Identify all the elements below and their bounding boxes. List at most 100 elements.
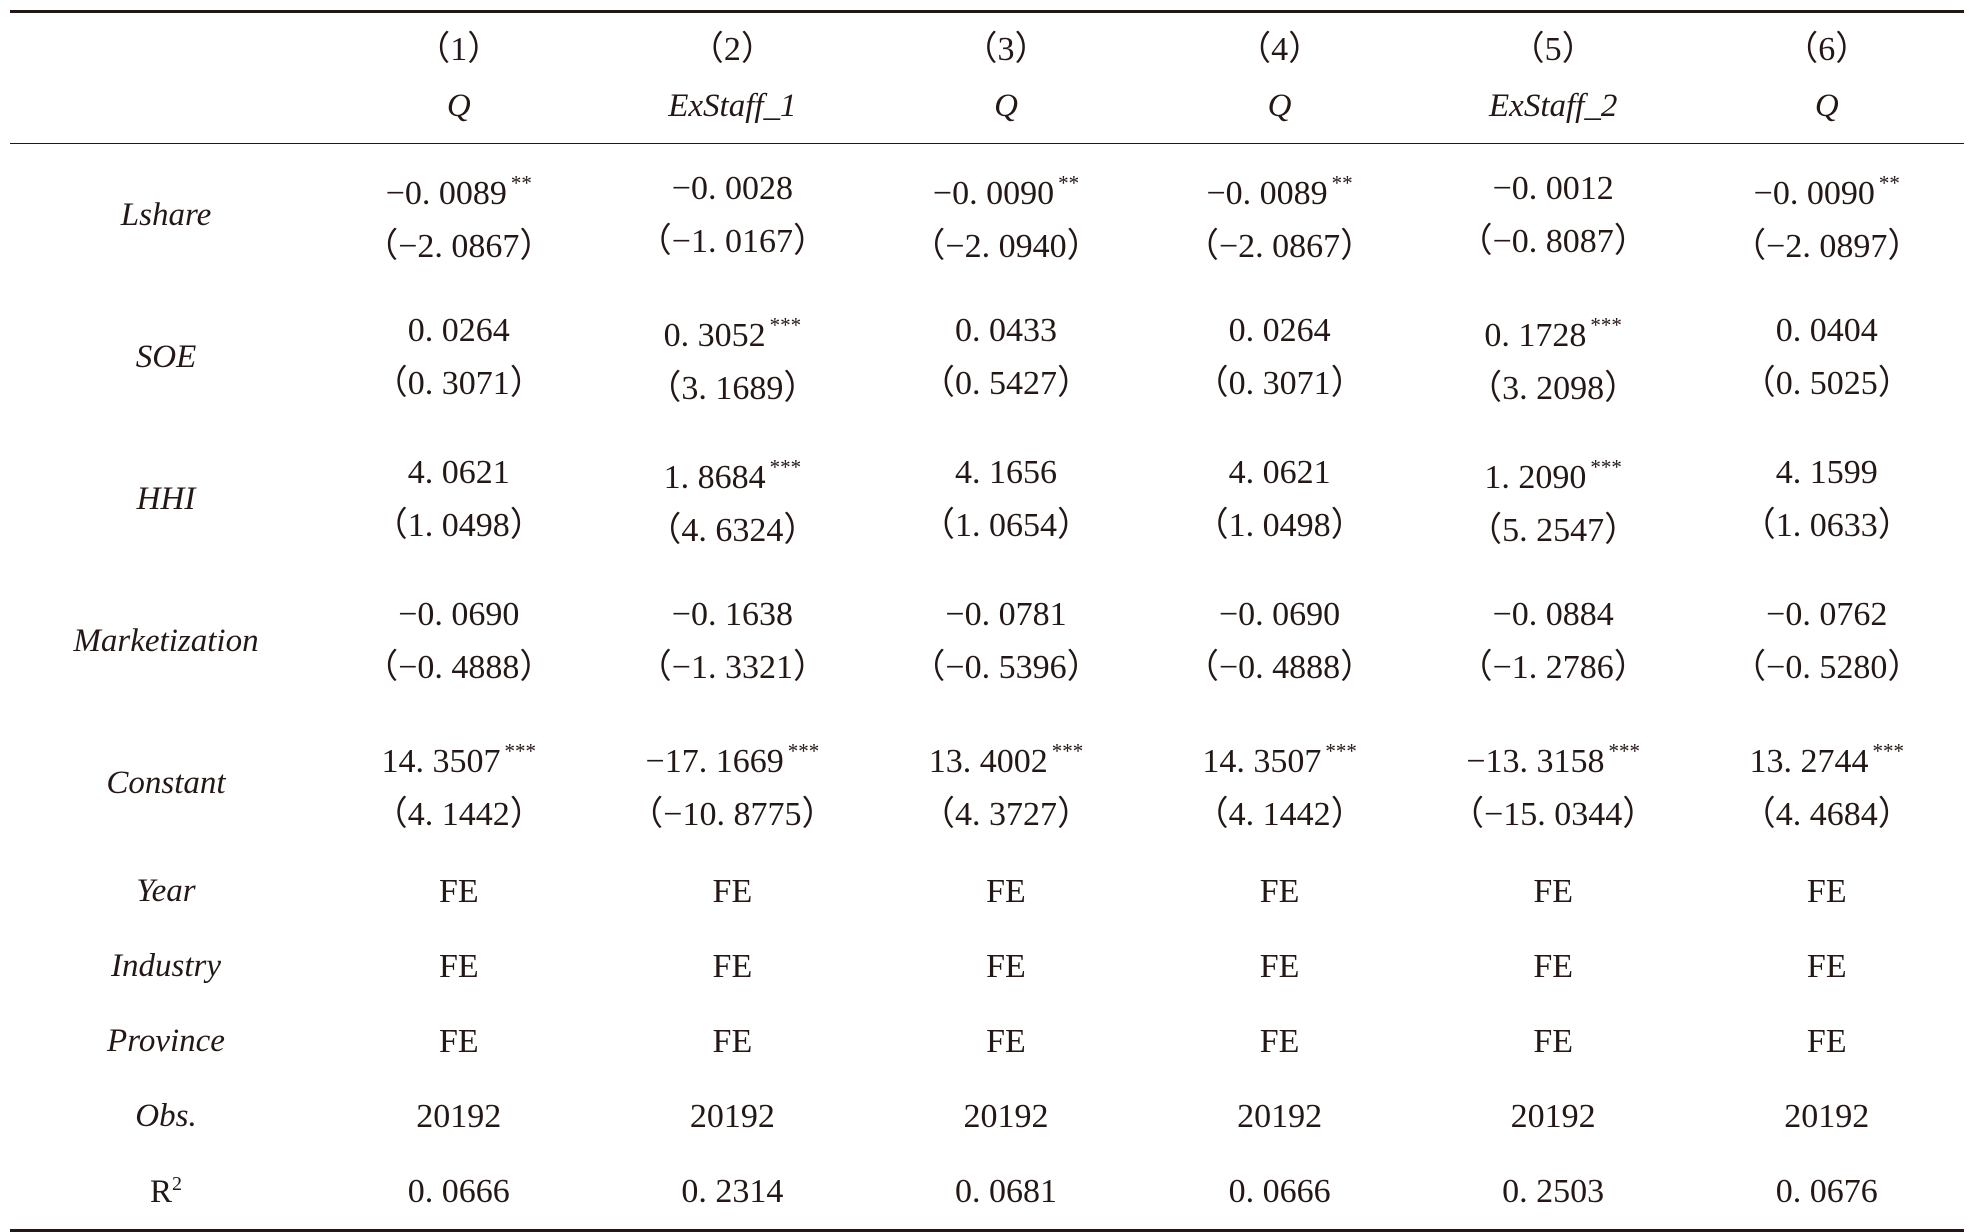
t-statistic: （0. 3071） — [373, 365, 544, 402]
column-number: （5） — [1510, 31, 1596, 68]
control-row: Obs. 20192 20192 20192 20192 20192 20192 — [10, 1079, 1964, 1154]
coefficient-value: −0. 0090 — [932, 175, 1055, 212]
row-label: Obs. — [135, 1098, 197, 1134]
coefficient-line: −0. 0884 — [1416, 588, 1690, 641]
coefficient-value: −0. 0690 — [1218, 596, 1341, 633]
coefficient-cell: 0. 0264 （0. 3071） — [322, 304, 596, 410]
control-row: Industry FE FE FE FE FE FE — [10, 929, 1964, 1004]
column-header: （5） ExStaff_2 — [1416, 22, 1690, 134]
significance-stars: *** — [1590, 455, 1622, 479]
coefficient-cell: −17. 1669 *** （−10. 8775） — [596, 725, 870, 841]
t-statistic: （5. 2547） — [1468, 512, 1639, 549]
coefficient-cell: −0. 0012 （−0. 8087） — [1416, 162, 1690, 268]
coefficient-value: 1. 8684 — [663, 459, 766, 496]
coefficient-cell: 0. 0404 （0. 5025） — [1690, 304, 1964, 410]
t-statistic: （3. 2098） — [1468, 370, 1639, 407]
regression-table: （1） Q （2） ExStaff_1 （3） Q （4） Q （5） ExSt… — [10, 10, 1964, 1232]
t-statistic: （−0. 8087） — [1458, 223, 1648, 260]
t-statistic: （−0. 4888） — [1184, 649, 1375, 686]
coefficient-value: 4. 1656 — [954, 454, 1057, 491]
coefficient-line: −0. 0089 ** — [322, 157, 596, 220]
row-label: Industry — [111, 948, 221, 984]
coefficient-value: 4. 1599 — [1775, 454, 1878, 491]
control-value: FE — [1806, 1023, 1847, 1060]
column-number: （4） — [1237, 31, 1323, 68]
column-number: （1） — [416, 31, 502, 68]
coefficient-value: −0. 0690 — [398, 596, 520, 633]
coefficient-cell: −0. 0884 （−1. 2786） — [1416, 588, 1690, 694]
coefficient-cell: −0. 0762 （−0. 5280） — [1690, 588, 1964, 694]
control-value: FE — [986, 873, 1026, 910]
coefficient-row: Marketization −0. 0690 （−0. 4888） −0. 1638 （… — [10, 570, 1964, 712]
control-value: FE — [986, 948, 1026, 985]
column-header: （6） Q — [1690, 22, 1964, 134]
control-value: FE — [438, 873, 479, 910]
coefficient-line: −0. 0089 ** — [1143, 157, 1417, 220]
coefficient-cell: 4. 0621 （1. 0498） — [322, 446, 596, 552]
coefficient-line: 0. 0264 — [322, 304, 596, 357]
significance-stars: *** — [1872, 739, 1905, 763]
row-label: HHI — [136, 480, 196, 517]
t-statistic: （4. 1442） — [1194, 796, 1365, 833]
significance-stars: ** — [1058, 171, 1080, 195]
significance-stars: *** — [1051, 739, 1084, 763]
column-header: （2） ExStaff_1 — [596, 22, 870, 134]
coefficient-cell: 14. 3507 *** （4. 1442） — [322, 725, 596, 841]
t-statistic: （4. 4684） — [1741, 796, 1912, 833]
coefficient-cell: 13. 4002 *** （4. 3727） — [869, 725, 1143, 841]
control-value: FE — [1259, 948, 1300, 985]
t-statistic: （0. 5025） — [1741, 365, 1912, 402]
coefficient-value: 0. 1728 — [1484, 317, 1587, 354]
r2-value: 0. 0681 — [954, 1173, 1057, 1210]
control-value: FE — [712, 873, 753, 910]
coefficient-cell: −0. 0090 ** （−2. 0897） — [1690, 157, 1964, 273]
column-header: （3） Q — [869, 22, 1143, 134]
coefficient-line: −0. 0028 — [596, 162, 870, 215]
dependent-variable: Q — [1814, 88, 1839, 124]
coefficient-cell: 0. 3052 *** （3. 1689） — [596, 299, 870, 415]
coefficient-value: −0. 0090 — [1753, 175, 1875, 212]
coefficient-value: −0. 0884 — [1492, 596, 1614, 633]
dependent-variable: Q — [994, 88, 1018, 124]
coefficient-line: 0. 3052 *** — [596, 299, 870, 362]
coefficient-row: HHI 4. 0621 （1. 0498） 1. 8684 *** （4. 6324） 4.… — [10, 428, 1964, 570]
coefficient-line: 14. 3507 *** — [1143, 725, 1417, 788]
significance-stars: ** — [1331, 171, 1353, 195]
coefficient-cell: 0. 0264 （0. 3071） — [1143, 304, 1417, 410]
t-statistic: （0. 3071） — [1194, 365, 1365, 402]
control-value: FE — [438, 948, 479, 985]
coefficient-line: −0. 0762 — [1690, 588, 1964, 641]
coefficient-value: −0. 0762 — [1766, 596, 1888, 633]
coefficient-line: 0. 0264 — [1143, 304, 1417, 357]
control-value: 20192 — [1784, 1098, 1870, 1135]
coefficient-cell: −0. 0781 （−0. 5396） — [869, 588, 1143, 694]
r2-value: 0. 0676 — [1775, 1173, 1878, 1210]
coefficient-value: −0. 0012 — [1492, 170, 1614, 207]
t-statistic: （−0. 5280） — [1732, 649, 1922, 686]
coefficient-line: 14. 3507 *** — [322, 725, 596, 788]
t-statistic: （−0. 5396） — [911, 649, 1101, 686]
coefficient-cell: 4. 0621 （1. 0498） — [1143, 446, 1417, 552]
coefficient-line: −0. 0012 — [1416, 162, 1690, 215]
r2-value: 0. 2314 — [681, 1173, 784, 1210]
t-statistic: （−0. 4888） — [364, 649, 554, 686]
t-statistic: （−1. 0167） — [637, 223, 827, 260]
significance-stars: *** — [769, 313, 802, 337]
t-statistic: （4. 6324） — [647, 512, 818, 549]
coefficient-value: 0. 3052 — [663, 317, 766, 354]
control-value: FE — [1533, 948, 1574, 985]
significance-stars: ** — [510, 171, 532, 195]
coefficient-value: −0. 0028 — [671, 170, 793, 207]
control-value: FE — [438, 1023, 479, 1060]
column-number: （3） — [963, 31, 1049, 68]
coefficient-value: −0. 0089 — [1206, 175, 1328, 212]
coefficient-cell: 0. 0433 （0. 5427） — [869, 304, 1143, 410]
coefficient-cell: 13. 2744 *** （4. 4684） — [1690, 725, 1964, 841]
t-statistic: （3. 1689） — [647, 370, 818, 407]
coefficient-line: −0. 0090 ** — [869, 157, 1143, 220]
dependent-variable: Q — [1267, 88, 1292, 124]
t-statistic: （4. 3727） — [920, 796, 1091, 833]
column-number: （2） — [689, 31, 775, 68]
dependent-variable: ExStaff_1 — [668, 88, 797, 124]
coefficient-cell: −13. 3158 *** （−15. 0344） — [1416, 725, 1690, 841]
